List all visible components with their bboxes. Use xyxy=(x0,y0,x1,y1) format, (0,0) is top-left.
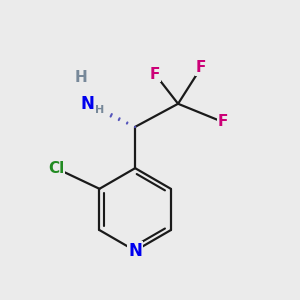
Text: Cl: Cl xyxy=(48,161,64,176)
Text: N: N xyxy=(128,242,142,260)
Text: F: F xyxy=(196,60,206,75)
Text: H: H xyxy=(95,105,104,115)
Text: F: F xyxy=(218,114,228,129)
Text: F: F xyxy=(150,67,160,82)
Text: N: N xyxy=(80,95,94,113)
Text: H: H xyxy=(74,70,87,85)
